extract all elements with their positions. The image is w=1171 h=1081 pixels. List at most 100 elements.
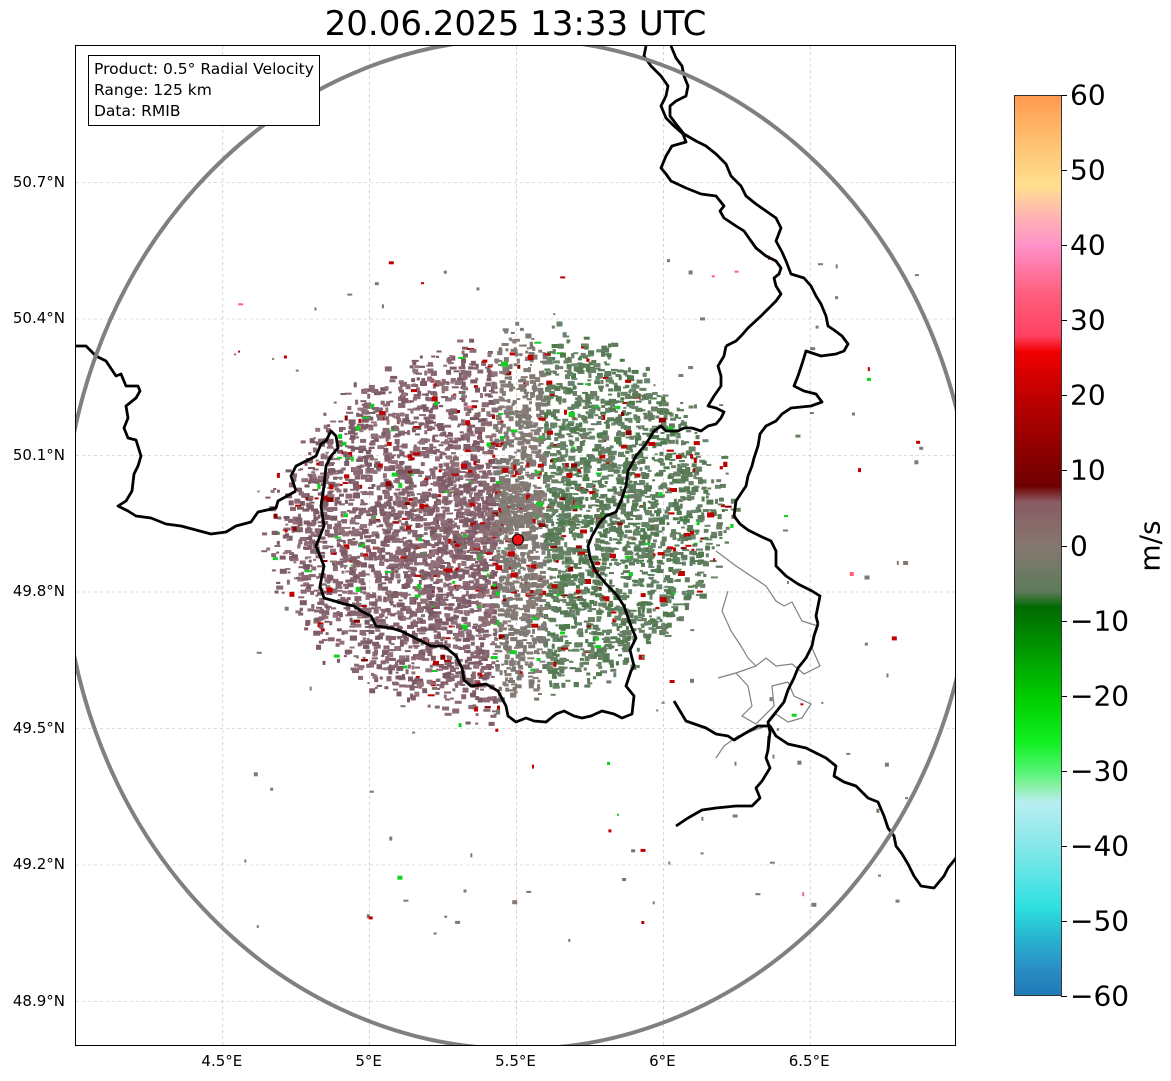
velocity-pixel [479, 538, 487, 541]
velocity-pixel [491, 433, 497, 438]
velocity-pixel [695, 455, 701, 458]
velocity-pixel [705, 542, 713, 545]
velocity-pixel [663, 438, 670, 442]
velocity-pixel [710, 535, 718, 539]
velocity-pixel [486, 421, 493, 427]
velocity-pixel [365, 539, 372, 543]
velocity-pixel [536, 564, 544, 569]
velocity-pixel [324, 532, 330, 536]
velocity-pixel [588, 610, 593, 613]
velocity-pixel [413, 394, 421, 399]
velocity-pixel [361, 418, 369, 423]
velocity-pixel [363, 592, 371, 595]
velocity-pixel [435, 567, 439, 572]
velocity-pixel [552, 652, 557, 656]
velocity-pixel [333, 526, 340, 530]
velocity-pixel [415, 656, 420, 660]
velocity-pixel [337, 496, 340, 500]
velocity-pixel [514, 684, 522, 689]
velocity-pixel [471, 443, 476, 449]
velocity-pixel [476, 573, 482, 577]
velocity-pixel [555, 559, 559, 563]
velocity-pixel [449, 668, 456, 672]
velocity-pixel [627, 511, 634, 517]
velocity-pixel [523, 575, 527, 581]
velocity-pixel [420, 495, 428, 500]
gridlines [76, 46, 955, 1045]
velocity-pixel [500, 477, 507, 482]
velocity-pixel [349, 510, 356, 514]
velocity-pixel [419, 524, 423, 528]
velocity-pixel [714, 484, 721, 489]
velocity-pixel [387, 611, 392, 616]
velocity-pixel [336, 538, 342, 542]
velocity-pixel [625, 436, 631, 439]
velocity-pixel [632, 583, 638, 587]
velocity-pixel [719, 483, 726, 488]
velocity-pixel [540, 535, 544, 538]
velocity-pixel [347, 558, 353, 562]
velocity-pixel [339, 548, 347, 553]
velocity-pixel [428, 574, 434, 580]
velocity-pixel [619, 358, 625, 362]
velocity-pixel [651, 495, 656, 501]
velocity-pixel [641, 607, 645, 613]
velocity-pixel [515, 459, 519, 463]
velocity-pixel [344, 460, 350, 466]
velocity-pixel [393, 412, 400, 415]
velocity-pixel [484, 366, 488, 369]
velocity-pixel [383, 599, 388, 603]
velocity-pixel [604, 546, 611, 552]
velocity-pixel [470, 674, 476, 680]
velocity-pixel [527, 657, 535, 660]
velocity-pixel [557, 434, 565, 439]
velocity-pixel [437, 633, 441, 639]
velocity-pixel [374, 573, 380, 578]
velocity-pixel [300, 591, 307, 594]
velocity-pixel [550, 471, 556, 474]
velocity-pixel [418, 422, 425, 426]
velocity-pixel [663, 514, 669, 520]
velocity-pixel [654, 499, 659, 503]
velocity-pixel [273, 513, 278, 519]
velocity-pixel [420, 539, 425, 542]
velocity-pixel [513, 363, 518, 367]
velocity-pixel [385, 436, 389, 442]
velocity-pixel [535, 612, 541, 617]
velocity-pixel [362, 613, 370, 619]
velocity-pixel [490, 571, 498, 574]
velocity-pixel [355, 656, 359, 659]
velocity-pixel [546, 506, 553, 509]
velocity-pixel [584, 629, 588, 634]
velocity-pixel [379, 551, 382, 557]
velocity-pixel [527, 618, 531, 624]
velocity-pixel [628, 589, 633, 595]
velocity-pixel [410, 501, 418, 507]
velocity-pixel [367, 487, 374, 489]
velocity-pixel [392, 681, 398, 685]
velocity-pixel [270, 489, 275, 493]
velocity-pixel [613, 491, 619, 495]
radar-map[interactable] [75, 45, 956, 1046]
velocity-pixel [636, 488, 643, 493]
velocity-pixel [441, 389, 445, 394]
velocity-pixel [674, 416, 679, 419]
velocity-pixel [391, 426, 395, 430]
velocity-pixel [436, 476, 444, 482]
velocity-pixel [544, 603, 551, 607]
velocity-pixel [622, 402, 629, 404]
velocity-pixel [343, 513, 348, 518]
velocity-pixel [418, 470, 423, 475]
velocity-pixel [408, 422, 415, 425]
velocity-pixel [594, 380, 601, 385]
velocity-pixel [355, 522, 360, 525]
velocity-pixel [414, 645, 418, 649]
velocity-pixel [601, 638, 606, 640]
velocity-pixel [638, 540, 646, 546]
velocity-pixel [601, 629, 608, 633]
velocity-pixel [510, 597, 518, 600]
velocity-pixel [450, 540, 455, 546]
velocity-pixel [658, 401, 662, 407]
velocity-pixel [334, 487, 340, 491]
velocity-pixel [345, 445, 349, 448]
